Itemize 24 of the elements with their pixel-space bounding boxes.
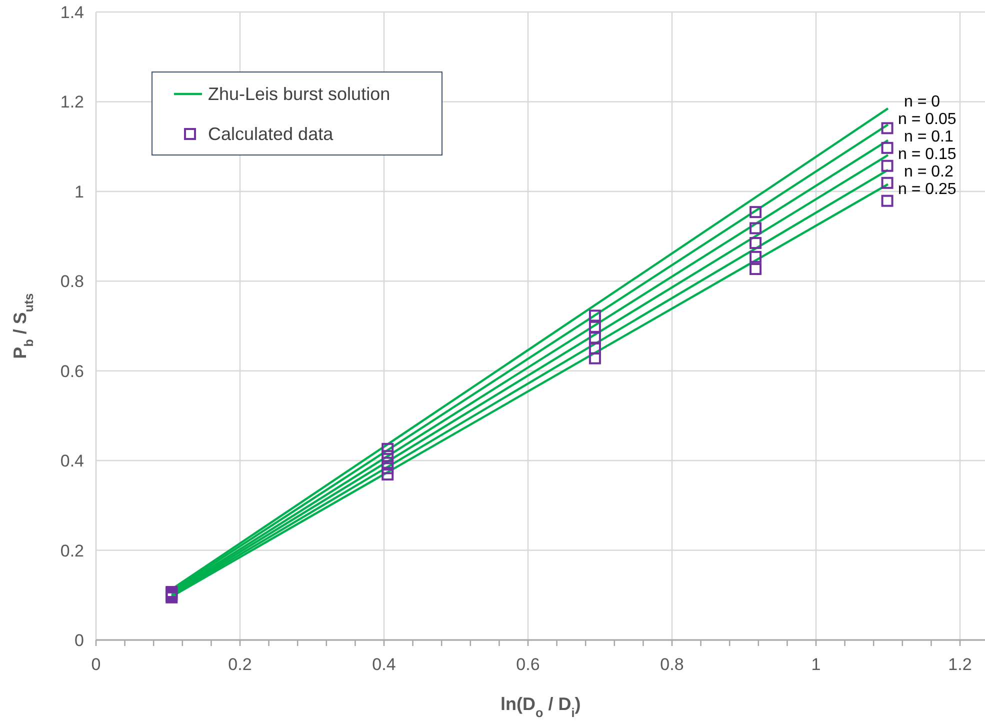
y-tick-label: 0.6 [60,362,84,381]
x-tick-label: 1.2 [948,655,972,674]
annotation: n = 0.05 [898,110,956,128]
x-tick-label: 0.4 [372,655,396,674]
legend-label: Zhu-Leis burst solution [208,84,390,104]
y-tick-label: 1.4 [60,3,84,22]
y-tick-label: 0 [74,631,84,650]
y-tick-label: 0.4 [60,452,84,471]
legend-label: Calculated data [208,124,334,144]
y-tick-label: 0.2 [60,541,84,560]
x-tick-label: 1 [811,655,821,674]
y-tick-label: 1 [74,182,84,202]
x-axis-title: ln(D$_{o}$ / D$_{i}$) [500,694,581,720]
annotation: n = 0.25 [898,180,956,198]
x-tick-label: 0.6 [516,655,540,674]
annotation: n = 0.2 [904,163,954,180]
x-tick-label: 0 [91,655,101,674]
annotation: n = 0.1 [904,128,954,146]
annotation: n = 0 [904,93,940,110]
x-tick-label: 0.8 [660,655,684,674]
y-tick-label: 0.8 [60,272,84,292]
y-tick-label: 1.2 [60,92,84,112]
annotation: n = 0.15 [898,146,956,163]
x-tick-label: 0.2 [228,655,252,674]
